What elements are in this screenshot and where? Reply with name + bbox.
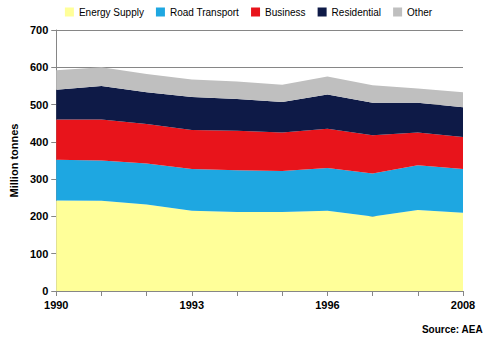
- svg-text:400: 400: [30, 136, 48, 148]
- svg-text:1993: 1993: [180, 299, 204, 311]
- svg-text:2008: 2008: [451, 299, 475, 311]
- svg-text:1990: 1990: [44, 299, 68, 311]
- svg-text:700: 700: [30, 24, 48, 36]
- svg-text:Residential: Residential: [332, 7, 381, 18]
- svg-text:Million tonnes: Million tonnes: [8, 124, 20, 198]
- svg-text:Other: Other: [407, 7, 433, 18]
- svg-text:Business: Business: [265, 7, 306, 18]
- svg-text:0: 0: [42, 285, 48, 297]
- svg-text:300: 300: [30, 173, 48, 185]
- svg-text:1996: 1996: [315, 299, 339, 311]
- svg-text:600: 600: [30, 61, 48, 73]
- svg-text:500: 500: [30, 99, 48, 111]
- svg-text:Road Transport: Road Transport: [170, 7, 239, 18]
- svg-text:100: 100: [30, 248, 48, 260]
- svg-text:Source: AEA: Source: AEA: [422, 324, 483, 335]
- svg-text:Energy Supply: Energy Supply: [79, 7, 144, 18]
- svg-text:200: 200: [30, 210, 48, 222]
